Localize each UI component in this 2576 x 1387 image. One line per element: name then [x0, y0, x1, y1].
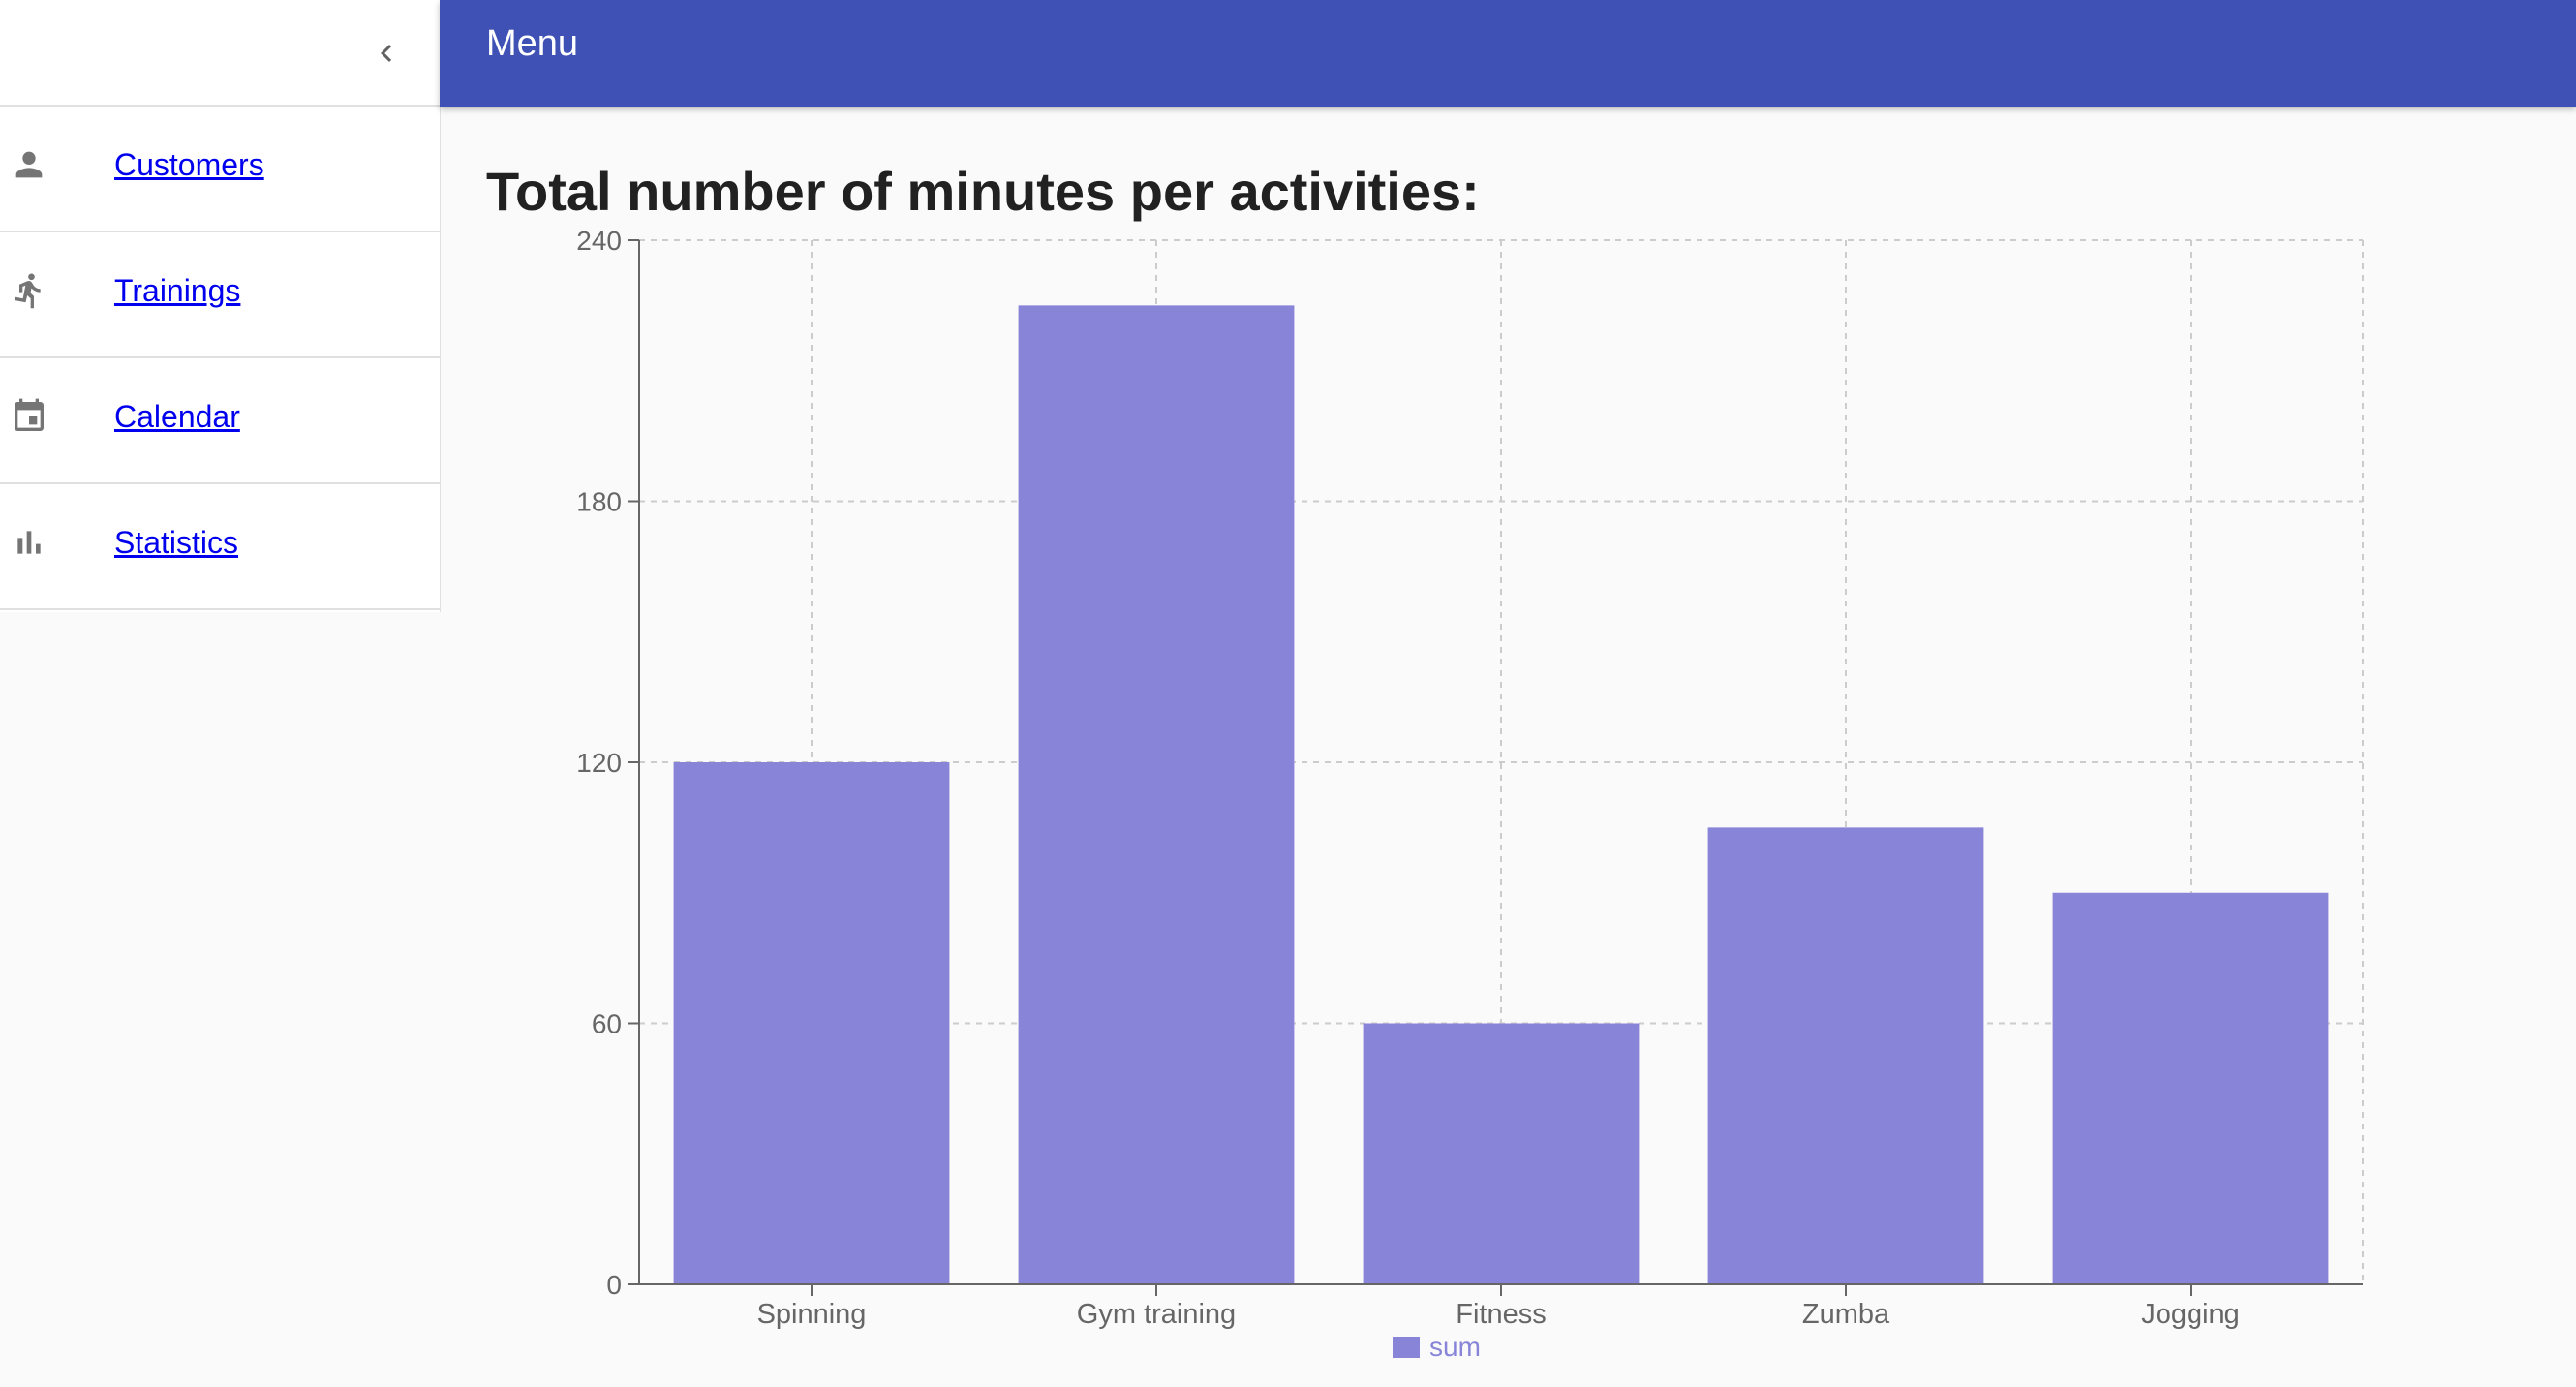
legend-label: sum [1429, 1332, 1481, 1362]
sidebar-item-label[interactable]: Customers [114, 147, 264, 182]
run-icon [10, 271, 48, 310]
app-bar-title: Menu [486, 23, 579, 64]
drawer-paper: Customers Trainings Calendar Statistics [0, 0, 441, 612]
collapse-drawer-button[interactable] [353, 19, 420, 87]
minutes-bar-chart: 0 60 120 180 240 Spinning Gym training Fitness Z… [576, 226, 2364, 1362]
legend-swatch [1393, 1337, 1420, 1358]
chevron-left-icon [381, 45, 392, 62]
sidebar-item-customers[interactable]: Customers [0, 107, 440, 232]
bar-fitness [1363, 1023, 1640, 1284]
calendar-icon [10, 397, 48, 436]
x-tick-label: Zumba [1802, 1299, 1890, 1330]
sidebar-item-trainings[interactable]: Trainings [0, 232, 440, 358]
app-bar: Menu [440, 0, 2576, 107]
person-icon [10, 145, 48, 184]
y-tick-label: 240 [576, 226, 622, 256]
y-tick-label: 180 [576, 487, 622, 517]
bar-zumba [1707, 827, 1984, 1284]
sidebar-item-label[interactable]: Statistics [114, 525, 239, 560]
x-tick-label: Spinning [757, 1299, 867, 1330]
page-title: Total number of minutes per activities: [486, 161, 1480, 222]
y-tick-label: 0 [606, 1270, 622, 1300]
drawer-header [0, 0, 440, 107]
sidebar: Customers Trainings Calendar Statistics [0, 0, 441, 1387]
bar-spinning [673, 762, 950, 1284]
bar-jogging [2052, 892, 2329, 1284]
bar-gym-training [1018, 305, 1295, 1284]
x-tick-label: Jogging [2141, 1299, 2240, 1330]
sidebar-item-statistics[interactable]: Statistics [0, 484, 440, 610]
y-tick-label: 60 [592, 1009, 622, 1039]
sidebar-item-label[interactable]: Calendar [114, 399, 240, 434]
x-tick-label: Gym training [1077, 1299, 1236, 1330]
sidebar-item-calendar[interactable]: Calendar [0, 358, 440, 484]
sidebar-item-label[interactable]: Trainings [114, 273, 241, 308]
bar-chart-icon [10, 523, 48, 562]
y-tick-label: 120 [576, 748, 622, 778]
x-tick-label: Fitness [1456, 1299, 1546, 1330]
